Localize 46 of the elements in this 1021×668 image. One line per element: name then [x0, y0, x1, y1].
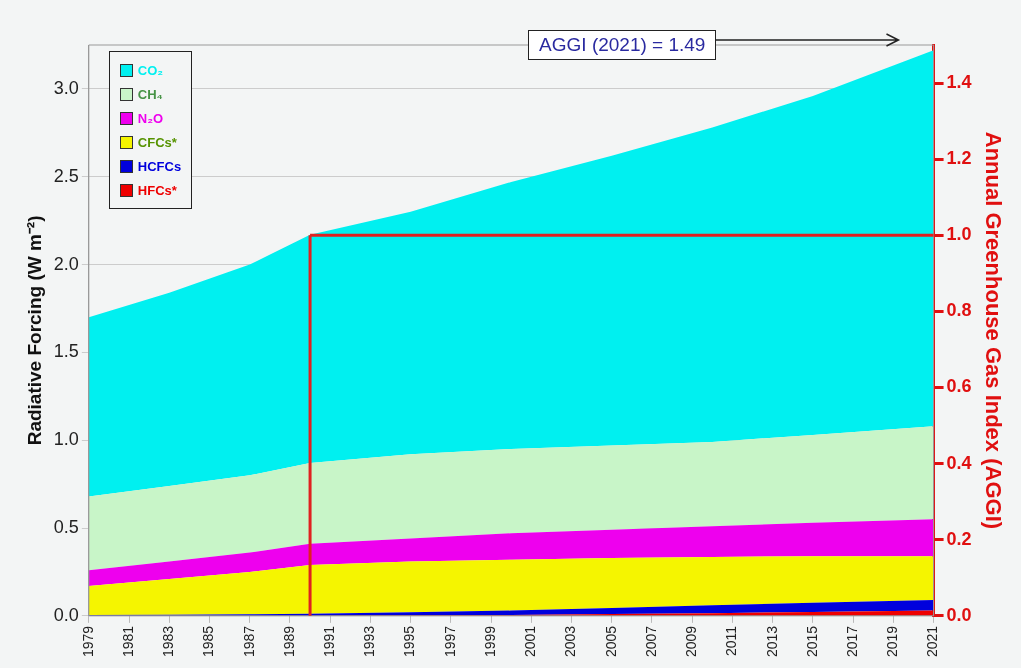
- annotation: AGGI (2021) = 1.49: [528, 30, 717, 60]
- y-tick-label: 0.0: [53, 604, 79, 625]
- x-tick-label: 1983: [160, 625, 177, 658]
- x-tick-label: 2017: [843, 625, 860, 658]
- y-tick-label: 2.0: [53, 253, 79, 274]
- y-tick-label: 2.5: [53, 165, 79, 186]
- x-tick-label: 2009: [683, 625, 700, 658]
- legend-label: CH₄: [137, 86, 163, 102]
- y2-tick-label: 0.8: [946, 300, 972, 321]
- y2-tick-label: 0.2: [946, 528, 972, 549]
- x-tick-label: 1995: [401, 625, 418, 658]
- y-tick-label: 1.0: [53, 429, 79, 450]
- y2-tick-label: 0.0: [946, 604, 972, 625]
- legend-label: HCFCs: [137, 158, 182, 174]
- y-axis-title: Radiative Forcing (W m⁻²): [23, 215, 45, 446]
- x-tick-label: 2003: [562, 625, 579, 658]
- x-tick-label: 2019: [884, 625, 901, 658]
- y-tick-label: 0.5: [53, 517, 79, 537]
- y-tick-label: 3.0: [53, 77, 79, 98]
- x-tick-label: 1987: [240, 625, 257, 658]
- x-tick-label: 2015: [803, 625, 820, 658]
- x-tick-label: 1979: [79, 625, 96, 658]
- x-tick-label: 2001: [522, 625, 539, 658]
- x-tick-label: 2007: [642, 625, 659, 658]
- x-tick-label: 1991: [321, 625, 338, 658]
- x-tick-label: 2011: [723, 625, 740, 656]
- y2-axis-title: Annual Greenhouse Gas Index (AGGI): [980, 131, 1006, 530]
- x-tick-label: 1981: [119, 625, 136, 658]
- legend-label: HFCs*: [137, 182, 177, 198]
- x-tick-label: 1993: [361, 625, 378, 658]
- y-tick-label: 1.5: [53, 341, 79, 362]
- x-tick-label: 1989: [280, 625, 297, 658]
- legend-label: CFCs*: [137, 134, 177, 150]
- y2-tick-label: 1.0: [946, 224, 972, 245]
- x-tick-label: 1985: [200, 625, 217, 658]
- x-tick-label: 2013: [763, 625, 780, 658]
- x-tick-label: 2005: [602, 625, 619, 658]
- x-tick-label: 1997: [441, 625, 458, 658]
- y2-tick-label: 0.4: [946, 452, 972, 473]
- y2-tick-label: 1.4: [946, 72, 972, 93]
- y2-tick-label: 0.6: [946, 376, 972, 397]
- x-tick-label: 1999: [481, 625, 498, 658]
- legend-label: N₂O: [137, 110, 164, 126]
- x-tick-label: 2021: [924, 625, 941, 658]
- legend-label: CO₂: [137, 62, 164, 78]
- y2-tick-label: 1.2: [946, 148, 972, 169]
